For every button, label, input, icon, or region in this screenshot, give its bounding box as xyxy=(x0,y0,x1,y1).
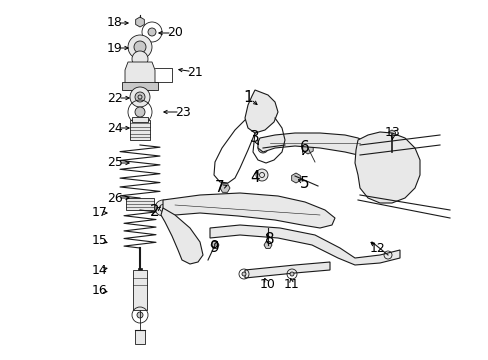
Circle shape xyxy=(134,41,146,53)
Text: 9: 9 xyxy=(210,240,220,256)
Circle shape xyxy=(148,28,156,36)
Text: 4: 4 xyxy=(250,171,259,185)
Polygon shape xyxy=(302,142,312,154)
Text: 16: 16 xyxy=(92,284,108,297)
Text: 1: 1 xyxy=(243,90,252,104)
Polygon shape xyxy=(244,262,329,278)
Text: 13: 13 xyxy=(385,126,400,139)
Circle shape xyxy=(256,169,267,181)
Polygon shape xyxy=(161,208,203,264)
Circle shape xyxy=(130,87,150,107)
Text: 18: 18 xyxy=(107,17,122,30)
Text: 14: 14 xyxy=(92,264,108,276)
Text: 7: 7 xyxy=(215,180,224,195)
Circle shape xyxy=(155,200,171,216)
Text: 11: 11 xyxy=(284,279,299,292)
Text: 20: 20 xyxy=(167,27,183,40)
Text: 3: 3 xyxy=(250,130,259,145)
Text: 24: 24 xyxy=(107,122,122,135)
Polygon shape xyxy=(220,184,229,192)
Bar xyxy=(130,120,150,140)
Text: 12: 12 xyxy=(369,242,385,255)
Polygon shape xyxy=(291,173,300,183)
Circle shape xyxy=(132,51,148,67)
Text: 6: 6 xyxy=(300,140,309,156)
Bar xyxy=(132,117,148,122)
Polygon shape xyxy=(354,132,419,203)
Bar xyxy=(126,198,154,210)
Polygon shape xyxy=(244,90,278,133)
Polygon shape xyxy=(388,130,395,138)
Text: 2: 2 xyxy=(150,203,160,219)
Text: 5: 5 xyxy=(300,175,309,190)
Text: 19: 19 xyxy=(107,41,122,54)
Polygon shape xyxy=(210,242,219,248)
Polygon shape xyxy=(135,17,144,27)
Bar xyxy=(135,330,145,344)
Text: 22: 22 xyxy=(107,91,122,104)
Polygon shape xyxy=(125,62,155,90)
Text: 26: 26 xyxy=(107,192,122,204)
Text: 15: 15 xyxy=(92,234,108,247)
Circle shape xyxy=(137,312,142,318)
Polygon shape xyxy=(264,242,271,248)
Text: 25: 25 xyxy=(107,157,122,170)
Bar xyxy=(138,268,142,271)
Circle shape xyxy=(128,35,152,59)
Text: 23: 23 xyxy=(175,105,190,118)
Circle shape xyxy=(242,272,245,276)
Text: 21: 21 xyxy=(187,66,203,78)
Bar xyxy=(133,270,147,310)
Circle shape xyxy=(135,107,145,117)
Polygon shape xyxy=(209,225,399,265)
Text: 17: 17 xyxy=(92,207,108,220)
Polygon shape xyxy=(163,193,334,228)
Text: 10: 10 xyxy=(260,279,275,292)
Circle shape xyxy=(289,272,293,276)
Circle shape xyxy=(135,92,145,102)
Bar xyxy=(122,82,158,90)
Polygon shape xyxy=(258,133,371,155)
Circle shape xyxy=(258,143,267,153)
Text: 8: 8 xyxy=(264,233,274,248)
